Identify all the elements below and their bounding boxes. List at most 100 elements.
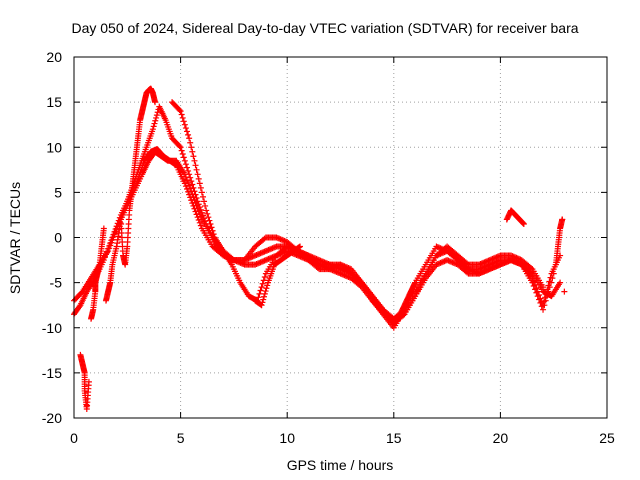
x-axis-label: GPS time / hours [287,457,394,473]
data-point [264,282,271,289]
data-points [71,85,568,412]
y-tick-label: -15 [42,365,62,381]
data-point [194,198,201,205]
data-point [109,236,116,243]
data-point [561,288,568,295]
data-point [536,296,543,303]
data-point [260,296,267,303]
data-point [261,235,268,242]
data-point [185,131,192,138]
data-point [187,174,194,181]
data-point [185,179,192,186]
data-point [417,281,424,288]
data-point [186,171,193,178]
data-point [180,118,187,125]
data-point [181,121,188,128]
data-point [183,176,190,183]
data-point [262,288,269,295]
y-tick-label: 20 [46,49,62,65]
data-point [314,264,321,271]
data-point [196,204,203,211]
data-point [557,279,564,286]
data-point [202,202,209,209]
data-point [546,284,553,291]
data-point [149,126,156,133]
data-point [528,264,535,271]
data-point [183,164,190,171]
data-point [189,181,196,188]
data-point [201,198,208,205]
data-point [194,171,201,178]
data-point [153,114,160,121]
data-point [412,279,419,286]
data-point [197,206,204,213]
data-point [548,279,555,286]
data-point [182,125,189,132]
data-point [193,195,200,202]
data-point [203,207,210,214]
chart-title: Day 050 of 2024, Sidereal Day-to-day VTE… [71,20,578,36]
data-point [414,287,421,294]
data-point [100,225,107,232]
data-point [257,287,264,294]
y-tick-label: 5 [54,184,62,200]
data-point [416,284,423,291]
data-point [529,279,536,286]
data-point [188,144,195,151]
data-point [541,302,548,309]
y-tick-label: 15 [46,94,62,110]
data-point [540,284,547,291]
data-point [188,178,195,185]
data-point [196,219,203,226]
data-point [420,276,427,283]
data-point [196,180,203,187]
y-tick-label: -10 [42,320,62,336]
data-point [107,242,114,249]
data-point [178,111,185,118]
data-point [530,283,537,290]
data-point [540,306,547,313]
data-point [544,293,551,300]
data-point [152,99,159,106]
data-point [357,278,364,285]
x-tick-label: 10 [279,430,295,446]
data-point [178,147,185,154]
data-point [263,285,270,292]
data-point [185,167,192,174]
data-point [189,148,196,155]
data-point [183,128,190,135]
data-point [152,117,159,124]
y-tick-label: -20 [42,410,62,426]
data-point [205,214,212,221]
data-point [195,175,202,182]
data-point [176,107,183,114]
x-tick-label: 15 [386,430,402,446]
data-point [150,123,157,130]
data-point [199,193,206,200]
data-point [195,201,202,208]
data-point [106,245,113,252]
data-point [464,260,471,267]
y-tick-label: 0 [54,230,62,246]
data-point [256,290,263,297]
data-point [537,299,544,306]
x-tick-label: 20 [493,430,509,446]
y-tick-label: -5 [50,275,63,291]
data-point [204,210,211,217]
data-point [177,108,184,115]
data-point [542,297,549,304]
data-point [186,135,193,142]
data-point [112,228,119,235]
data-point [201,215,208,222]
data-point [520,220,527,227]
data-point [533,289,540,296]
data-point [413,290,420,297]
data-point [190,184,197,191]
data-point [412,293,419,300]
data-point [180,154,187,161]
data-point [418,279,425,286]
data-point [198,209,205,216]
data-point [85,378,92,385]
data-point [191,188,198,195]
